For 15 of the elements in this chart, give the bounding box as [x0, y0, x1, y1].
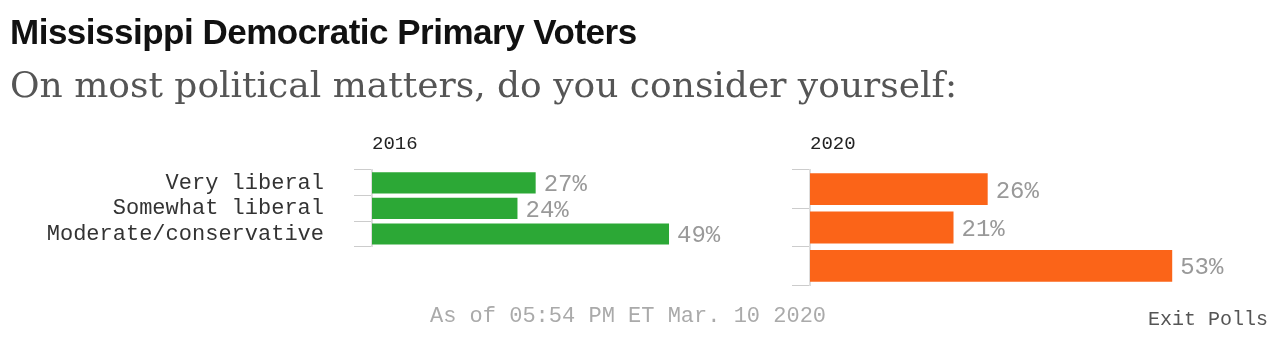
- data-label: 24%: [525, 196, 570, 224]
- y-tick-label: Somewhat liberal: [112, 196, 324, 222]
- text: As of 05:54 PM ET Mar. 10 2020: [430, 304, 827, 329]
- y-tick-label: Very liberal: [165, 170, 324, 196]
- data-label: 21%: [961, 215, 1006, 243]
- y-tick-label: Moderate/conservative: [46, 221, 324, 247]
- chart-title: 2020: [810, 133, 856, 155]
- data-label: 49%: [677, 222, 721, 250]
- data-label: 27%: [543, 171, 588, 199]
- text: Exit Polls: [1147, 308, 1268, 331]
- text: On most political matters, do you consider yourself:: [10, 64, 958, 105]
- data-label: 26%: [995, 177, 1040, 205]
- chart-title: 2016: [372, 133, 418, 155]
- data-label: 53%: [1180, 254, 1225, 282]
- text: Mississippi Democratic Primary Voters: [10, 12, 637, 52]
